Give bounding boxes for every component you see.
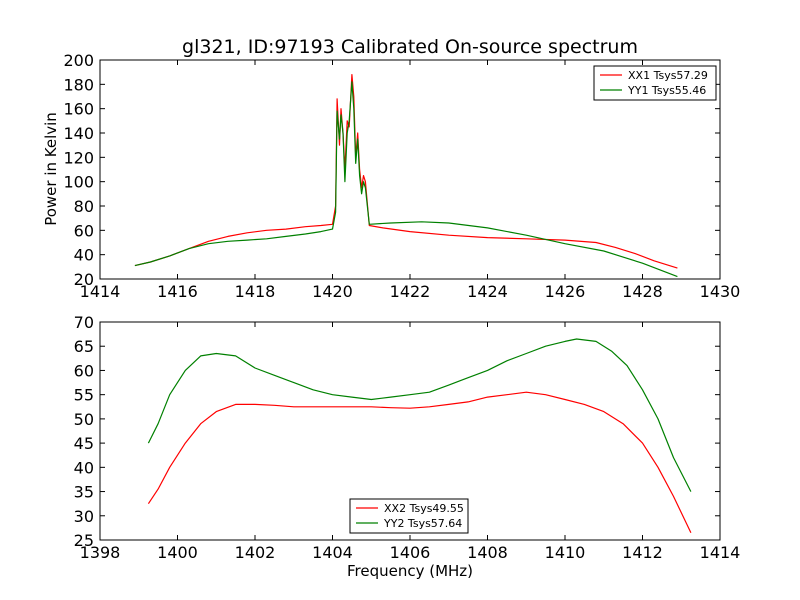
top-plot: 1414 1416 1418 1420 1422 1424 1426 1428 1430 20 40… [63,51,740,301]
x-tick-label: 1414 [700,543,741,562]
x-tick-label: 1426 [545,282,586,301]
y-tick-label: 25 [74,531,94,550]
y-tick-label: 180 [63,75,94,94]
y-tick-label: 160 [63,100,94,119]
y-tick-label: 65 [74,337,94,356]
bottom-x-axis-label: Frequency (MHz) [347,562,473,580]
y-tick-label: 45 [74,434,94,453]
top-y-axis-label: Power in Kelvin [42,112,60,226]
y-tick-label: 40 [74,458,94,477]
legend-box [593,65,717,101]
y-tick-label: 35 [74,483,94,502]
x-tick-label: 1424 [467,282,508,301]
x-tick-label: 1402 [235,543,276,562]
y-tick-label: 100 [63,173,94,192]
y-tick-label: 20 [74,270,94,289]
x-tick-label: 1398 [80,543,121,562]
legend-label-2: YY2 Tsys57.64 [383,517,462,530]
x-tick-label: 1408 [467,543,508,562]
y-tick-label: 140 [63,124,94,143]
x-tick-label: 1418 [235,282,276,301]
legend-box [349,498,469,534]
legend: XX2 Tsys49.55 YY2 Tsys57.64 [349,498,469,534]
y-tick-label: 120 [63,148,94,167]
legend-label-1: XX1 Tsys57.29 [628,69,708,82]
x-tick-label: 1404 [312,543,353,562]
y-tick-label: 55 [74,386,94,405]
x-tick-label: 1430 [700,282,741,301]
x-tick-label: 1414 [80,282,121,301]
x-tick-label: 1420 [312,282,353,301]
series-line-1 [134,74,678,269]
y-tick-label: 50 [74,410,94,429]
series-line-2 [134,81,678,278]
x-tick-label: 1412 [622,543,663,562]
legend: XX1 Tsys57.29 YY1 Tsys55.46 [593,65,717,101]
x-tick-label: 1428 [622,282,663,301]
y-tick-label: 70 [74,313,94,332]
y-tick-label: 40 [74,246,94,265]
x-tick-label: 1400 [157,543,198,562]
x-tick-label: 1410 [545,543,586,562]
series-line-1 [147,391,692,533]
y-tick-label: 60 [74,361,94,380]
chart-title: gl321, ID:97193 Calibrated On-source spe… [182,36,638,58]
bottom-plot: 1398 1400 1402 1404 1406 1408 1410 1412 1414 25 30… [74,313,741,562]
x-tick-label: 1422 [390,282,431,301]
y-tick-label: 60 [74,221,94,240]
x-tick-label: 1406 [390,543,431,562]
y-tick-label: 200 [63,51,94,70]
x-tick-label: 1416 [157,282,198,301]
y-tick-label: 80 [74,197,94,216]
y-tick-label: 30 [74,507,94,526]
series-line-2 [147,338,692,492]
legend-label-1: XX2 Tsys49.55 [384,502,464,515]
legend-label-2: YY1 Tsys55.46 [627,84,706,97]
